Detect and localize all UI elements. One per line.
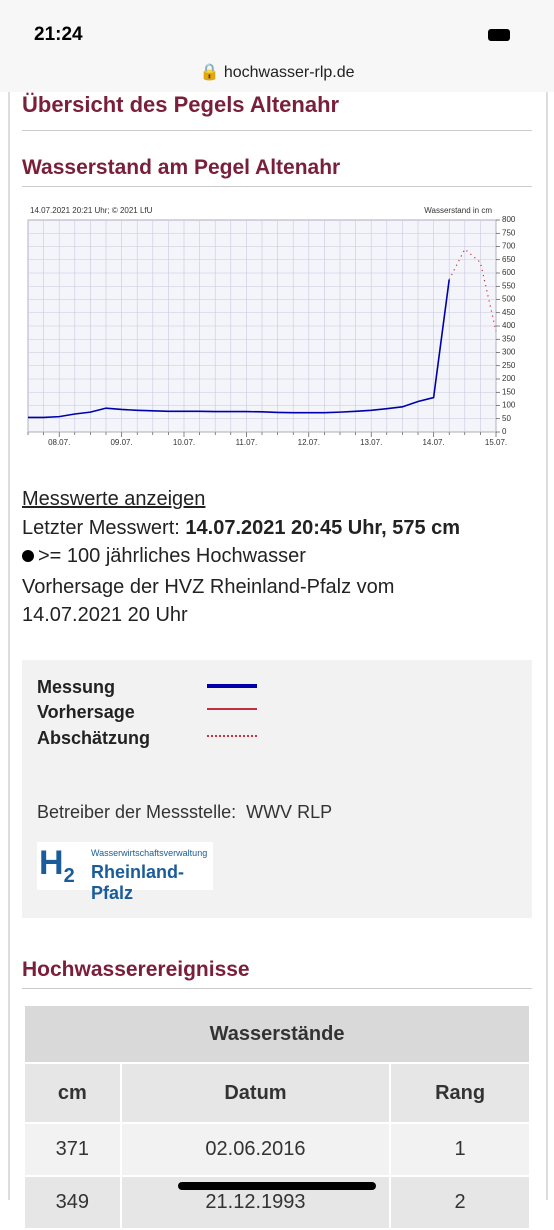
home-indicator bbox=[178, 1182, 376, 1190]
divider bbox=[22, 988, 532, 989]
legend-label: Vorhersage bbox=[37, 702, 135, 722]
y-tick-label: 700 bbox=[502, 242, 516, 251]
series-line bbox=[28, 279, 450, 419]
y-tick-label: 800 bbox=[502, 215, 516, 224]
y-tick-label: 550 bbox=[502, 281, 516, 290]
y-tick-label: 500 bbox=[502, 295, 516, 304]
url[interactable]: 🔒 hochwasser-rlp.de bbox=[199, 64, 355, 81]
y-tick-label: 750 bbox=[502, 228, 516, 237]
url-text[interactable]: hochwasser-rlp.de bbox=[223, 64, 355, 81]
dot bbox=[22, 550, 34, 562]
header-cell: Datum bbox=[119, 1062, 392, 1124]
events-table: Wasserstände cm Datum Rang 371 02.06.2016 1 3… bbox=[23, 1004, 531, 1230]
cell: 02.06.2016 bbox=[119, 1122, 392, 1177]
y-tick-label: 450 bbox=[502, 308, 516, 317]
value: 14.07.2021 20:45 Uhr, 575 cm bbox=[185, 517, 461, 539]
x-tick-label: 12.07. bbox=[298, 438, 320, 447]
legend-box: Messung Vorhersage Abschätzung Betreiber… bbox=[22, 660, 532, 918]
subheading: Wasserstand am Pegel Altenahr bbox=[22, 156, 341, 179]
y-tick-label: 300 bbox=[502, 348, 516, 357]
caption: Wasserstände bbox=[23, 1004, 531, 1064]
y-tick-label: 350 bbox=[502, 334, 516, 343]
heading: Übersicht des Pegels Altenahr bbox=[22, 92, 340, 117]
chart-title: 14.07.2021 20:21 Uhr; © 2021 LfU bbox=[30, 206, 153, 215]
header-cell: cm bbox=[23, 1062, 122, 1124]
y-tick-label: 400 bbox=[502, 321, 516, 330]
events-heading: Hochwasserereignisse bbox=[22, 958, 250, 981]
legend-swatch bbox=[207, 708, 257, 710]
forecast-note: Vorhersage der HVZ Rheinland-Pfalz vom 1… bbox=[22, 576, 395, 626]
y-tick-label: 650 bbox=[502, 255, 516, 264]
x-tick-label: 11.07. bbox=[236, 438, 258, 447]
cell: 1 bbox=[389, 1122, 531, 1177]
note: >= 100 jährliches Hochwasser bbox=[38, 545, 306, 567]
browser-bar: 21:24 🔒 hochwasser-rlp.de bbox=[0, 0, 554, 92]
header-cell: Rang bbox=[389, 1062, 531, 1124]
y-tick-label: 100 bbox=[502, 401, 516, 410]
divider bbox=[22, 186, 532, 187]
divider bbox=[22, 130, 532, 131]
cell: 371 bbox=[23, 1122, 122, 1177]
link[interactable]: Messwerte anzeigen bbox=[22, 488, 206, 510]
legend-swatch bbox=[207, 684, 257, 688]
legend-swatch bbox=[207, 735, 257, 737]
y-tick-label: 200 bbox=[502, 374, 516, 383]
x-tick-label: 08.07. bbox=[48, 438, 70, 447]
label: Letzter Messwert: bbox=[22, 517, 180, 539]
content bbox=[8, 92, 548, 1200]
logo: H2 Wasserwirtschaftsverwaltung Rheinland… bbox=[37, 842, 213, 903]
x-tick-label: 09.07. bbox=[110, 438, 132, 447]
y-tick-label: 50 bbox=[502, 414, 511, 423]
y-tick-label: 150 bbox=[502, 387, 516, 396]
clock: 21:24 bbox=[34, 24, 83, 45]
logo-text: Wasserwirtschaftsverwaltung bbox=[91, 848, 208, 858]
x-tick-label: 14.07. bbox=[422, 438, 444, 447]
x-tick-label: 10.07. bbox=[173, 438, 195, 447]
operator: Betreiber der Messstelle: WWV RLP bbox=[37, 802, 333, 822]
y-tick-label: 250 bbox=[502, 361, 516, 370]
legend-label: Messung bbox=[37, 677, 116, 697]
chart: 14.07.2021 20:21 Uhr; © 2021 LfU Wassers… bbox=[24, 200, 526, 454]
y-label: Wasserstand in cm bbox=[424, 206, 492, 215]
x-tick-label: 13.07. bbox=[360, 438, 382, 447]
legend-label: Abschätzung bbox=[37, 728, 151, 748]
cell: 349 bbox=[23, 1175, 122, 1230]
x-tick-label: 15.07. bbox=[485, 438, 507, 447]
row: 371 02.06.2016 1 bbox=[23, 1122, 531, 1177]
y-tick-label: 0 bbox=[502, 427, 507, 436]
status-icons bbox=[428, 28, 510, 42]
cell: 2 bbox=[389, 1175, 531, 1230]
y-tick-label: 600 bbox=[502, 268, 516, 277]
logo-text: Rheinland-Pfalz bbox=[91, 862, 184, 903]
